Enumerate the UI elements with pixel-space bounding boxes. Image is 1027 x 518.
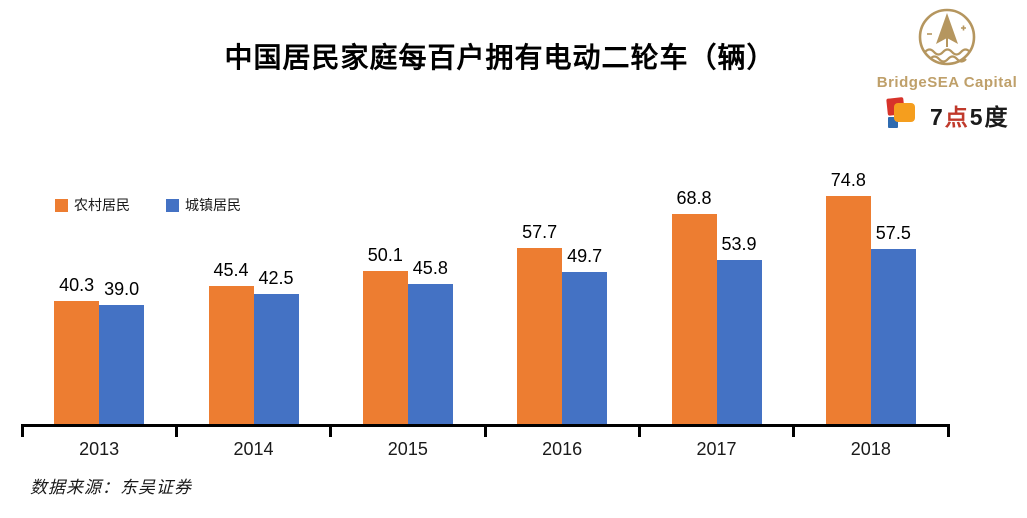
legend-urban-label: 城镇居民 <box>185 197 241 213</box>
x-axis-tick <box>483 424 487 437</box>
legend-item-urban: 城镇居民 <box>166 195 241 215</box>
bar-value-label: 40.3 <box>59 275 95 295</box>
bar-value-label: 45.8 <box>412 258 448 278</box>
rural-swatch-icon <box>55 198 68 212</box>
bar-value-label: 57.7 <box>522 222 558 242</box>
bridgesea-logo: BridgeSEA Capital <box>872 6 1022 91</box>
bar-农村居民-2014 <box>208 286 254 424</box>
bar-农村居民-2018 <box>825 196 871 424</box>
bar-value-label: 74.8 <box>830 170 866 190</box>
sailboat-icon <box>918 8 976 66</box>
bar-value-label: 50.1 <box>367 245 403 265</box>
chart-title: 中国居民家庭每百户拥有电动二轮车（辆） <box>224 42 776 73</box>
bar-value-label: 53.9 <box>721 234 757 254</box>
x-axis-category-label: 2017 <box>696 439 737 459</box>
bridgesea-label: BridgeSEA Capital <box>876 74 1018 91</box>
bar-城镇居民-2015 <box>407 284 453 424</box>
bar-城镇居民-2016 <box>562 272 608 424</box>
qidian-logo: 7点5度 <box>884 96 1010 133</box>
x-axis-category-label: 2014 <box>233 439 274 459</box>
bar-value-label: 68.8 <box>676 188 712 208</box>
bar-农村居民-2013 <box>54 301 100 424</box>
bar-value-label: 39.0 <box>104 279 140 299</box>
bar-value-label: 49.7 <box>567 246 603 266</box>
legend-rural-label: 农村居民 <box>74 197 130 213</box>
bar-城镇居民-2014 <box>253 294 299 424</box>
data-source-note: 数据来源：东吴证券 <box>30 478 192 497</box>
legend-item-rural: 农村居民 <box>55 195 130 215</box>
x-axis-category-label: 2016 <box>542 439 583 459</box>
legend: 农村居民 城镇居民 <box>55 195 241 215</box>
x-axis-tick <box>637 424 641 437</box>
bar-农村居民-2017 <box>671 214 717 424</box>
x-axis-category-label: 2015 <box>387 439 428 459</box>
x-axis-tick <box>946 424 950 437</box>
bar-value-label: 42.5 <box>258 268 294 288</box>
x-axis-tick <box>792 424 796 437</box>
qidian-squares-icon <box>886 97 915 128</box>
bar-城镇居民-2017 <box>716 260 762 424</box>
x-axis-tick <box>174 424 178 437</box>
x-axis-category-label: 2013 <box>79 439 120 459</box>
bar-城镇居民-2013 <box>99 305 145 424</box>
x-axis-tick <box>329 424 333 437</box>
x-axis-tick <box>20 424 24 437</box>
bar-value-label: 57.5 <box>875 223 911 243</box>
x-axis-category-label: 2018 <box>850 439 891 459</box>
bar-城镇居民-2018 <box>870 249 916 424</box>
qidian-label: 7点5度 <box>930 103 1010 130</box>
bar-农村居民-2015 <box>362 271 408 424</box>
bar-农村居民-2016 <box>517 248 563 424</box>
urban-swatch-icon <box>166 198 179 212</box>
bar-value-label: 45.4 <box>213 260 249 280</box>
